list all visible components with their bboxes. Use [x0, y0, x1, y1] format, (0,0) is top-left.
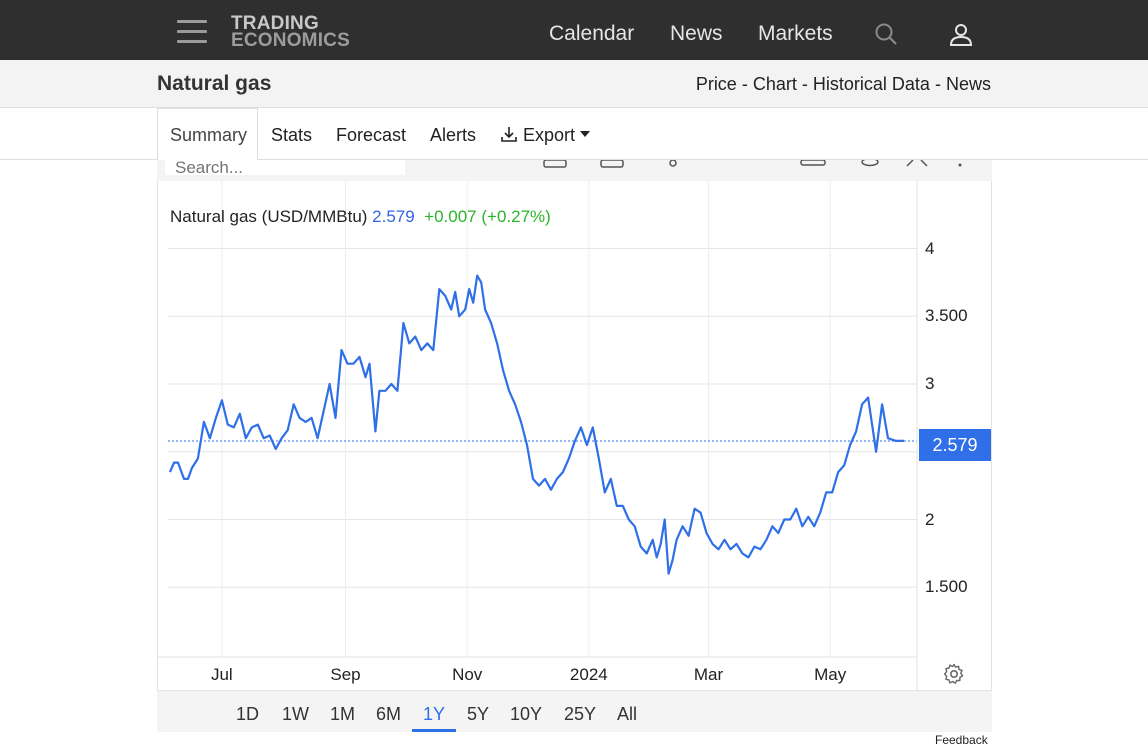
feedback-link[interactable]: Feedback [935, 733, 988, 747]
breadcrumb-news[interactable]: News [945, 74, 991, 94]
range-all[interactable]: All [617, 704, 638, 724]
more-icon[interactable] [958, 163, 962, 167]
download-icon [501, 127, 517, 142]
range-1w[interactable]: 1W [282, 704, 309, 724]
chart-search-box[interactable] [165, 160, 405, 175]
x-tick-label: Jul [210, 665, 233, 684]
caret-down-icon [580, 131, 591, 137]
user-icon[interactable] [949, 22, 973, 53]
nav-markets[interactable]: Markets [758, 22, 833, 45]
tab-alerts[interactable]: Alerts [430, 125, 477, 145]
nav-calendar[interactable]: Calendar [549, 22, 635, 45]
calendar-icon[interactable] [543, 160, 567, 168]
active-range-underline [412, 729, 456, 732]
legend-price: 2.579 [372, 207, 415, 226]
draw-icon[interactable] [669, 160, 677, 167]
range-1y[interactable]: 1Y [423, 704, 446, 724]
database-icon[interactable] [861, 160, 879, 167]
breadcrumb-separator: - [741, 74, 748, 94]
range-10y[interactable]: 10Y [510, 704, 543, 724]
x-tick-label: Nov [452, 665, 483, 684]
active-tab-frame [157, 108, 258, 160]
trading-economics-logo[interactable]: TRADING ECONOMICS [231, 13, 350, 51]
breadcrumb: Price - Chart - Historical Data - News [696, 74, 991, 95]
x-tick-label: Sep [330, 665, 361, 684]
legend-series-name: Natural gas (USD/MMBtu) [170, 207, 368, 226]
nav-news[interactable]: News [670, 22, 723, 45]
search-icon[interactable] [874, 22, 900, 53]
subheader-bar [0, 60, 1148, 108]
y-tick-label: 3.500 [925, 306, 968, 326]
tab-export[interactable]: Export [500, 125, 591, 146]
tab-summary[interactable]: Summary [170, 125, 248, 145]
breadcrumb-historical-data[interactable]: Historical Data [812, 74, 930, 94]
tab-forecast[interactable]: Forecast [336, 125, 407, 145]
y-tick-label: 2 [925, 509, 935, 529]
chart-search-input[interactable] [173, 160, 405, 175]
x-tick-label: Mar [693, 665, 724, 684]
chart-legend: Natural gas (USD/MMBtu) 2.579 +0.007 (+0… [170, 207, 551, 227]
download-chart-icon[interactable] [800, 160, 826, 166]
fullscreen-icon[interactable] [906, 160, 928, 167]
range-25y[interactable]: 25Y [564, 704, 597, 724]
page-title: Natural gas [157, 72, 272, 95]
chart-container [157, 160, 992, 732]
tab-stats[interactable]: Stats [271, 125, 313, 145]
y-tick-label: 3 [925, 374, 935, 393]
y-tick-label: 1.500 [925, 577, 968, 597]
x-tick-label: May [814, 665, 847, 684]
menu-icon[interactable] [177, 20, 207, 44]
range-1m[interactable]: 1M [330, 704, 356, 724]
y-tick-label: 4 [925, 238, 935, 258]
export-label: Export [523, 125, 576, 145]
range-6m[interactable]: 6M [376, 704, 402, 724]
range-5y[interactable]: 5Y [467, 704, 490, 724]
range-selector [157, 690, 992, 732]
legend-change: +0.007 (+0.27%) [424, 207, 551, 226]
compare-icon[interactable] [600, 160, 624, 168]
x-tick-label: 2024 [569, 665, 608, 684]
breadcrumb-price[interactable]: Price [695, 74, 737, 94]
logo-line-1: TRADING [231, 13, 319, 34]
breadcrumb-separator: - [801, 74, 808, 94]
breadcrumb-chart[interactable]: Chart [752, 74, 797, 94]
chart-settings-icon[interactable] [943, 663, 965, 690]
logo-line-2: ECONOMICS [231, 30, 350, 51]
breadcrumb-separator: - [934, 74, 941, 94]
series-line [168, 274, 904, 575]
range-1d[interactable]: 1D [236, 704, 260, 724]
current-price-tag: 2.579 [919, 429, 991, 461]
